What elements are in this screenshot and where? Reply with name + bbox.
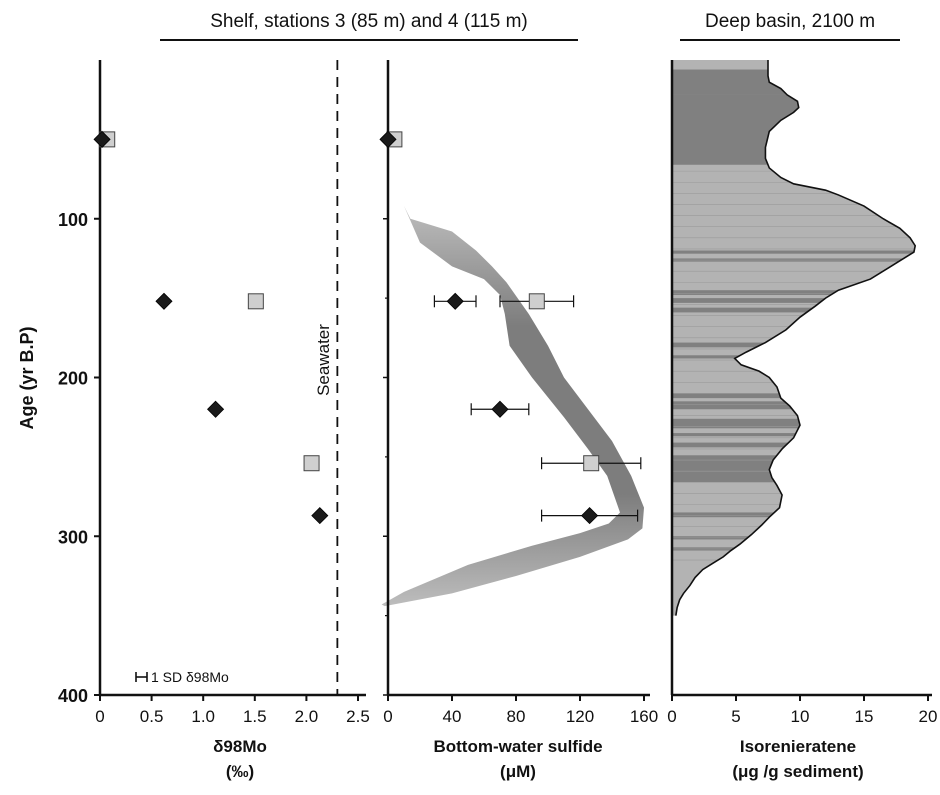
data-point-diamond xyxy=(491,400,509,418)
data-point-diamond xyxy=(155,292,173,310)
seawater-label: Seawater xyxy=(314,324,333,396)
isorenieratene-dark-band xyxy=(672,342,916,348)
x-axis-label-isorenieratene-unit: (μg /g sediment) xyxy=(732,762,863,781)
data-point-square xyxy=(528,293,545,310)
panel-header-deep: Deep basin, 2100 m xyxy=(705,11,875,32)
x-tick-label-isorenieratene: 15 xyxy=(855,707,874,726)
x-axis-label-mo-unit: (‰) xyxy=(226,762,254,781)
x-tick-label-mo: 1.0 xyxy=(191,707,215,726)
data-point-diamond xyxy=(446,292,464,310)
x-tick-label-isorenieratene: 10 xyxy=(791,707,810,726)
x-tick-label-isorenieratene: 0 xyxy=(667,707,676,726)
y-tick-label: 200 xyxy=(58,369,88,389)
x-tick-label-mo: 1.5 xyxy=(243,707,267,726)
x-tick-label-isorenieratene: 5 xyxy=(731,707,740,726)
x-tick-label-sulfide: 120 xyxy=(566,707,594,726)
x-tick-label-mo: 0.5 xyxy=(140,707,164,726)
y-axis-label: Age (yr B.P) xyxy=(17,326,37,429)
y-tick-label: 100 xyxy=(58,210,88,230)
data-point-diamond xyxy=(581,507,599,525)
data-point-square xyxy=(247,293,264,310)
isorenieratene-dark-band xyxy=(672,393,916,399)
data-point-square xyxy=(583,455,600,472)
x-tick-label-sulfide: 80 xyxy=(507,707,526,726)
isorenieratene-area xyxy=(672,60,916,616)
y-tick-label: 400 xyxy=(58,686,88,706)
x-axis-label-mo-main: δ98Mo xyxy=(213,737,267,756)
sulfide-envelope xyxy=(381,206,644,607)
isorenieratene-dark-band xyxy=(672,307,916,313)
x-tick-label-mo: 2.0 xyxy=(295,707,319,726)
isorenieratene-dark-band xyxy=(672,290,916,295)
data-point-diamond xyxy=(207,400,225,418)
isorenieratene-dark-band xyxy=(672,418,916,429)
data-point-square xyxy=(303,455,320,472)
x-axis-label-mo: δ98Mo xyxy=(213,737,267,756)
isorenieratene-profile-line xyxy=(675,60,917,616)
isorenieratene-dark-band xyxy=(672,250,916,254)
isorenieratene-dark-band xyxy=(672,298,916,303)
data-point-diamond xyxy=(311,507,329,525)
isorenieratene-dark-band xyxy=(672,94,916,165)
panel-header-shelf: Shelf, stations 3 (85 m) and 4 (115 m) xyxy=(210,11,528,32)
isorenieratene-dark-band xyxy=(672,401,916,410)
x-tick-label-mo: 0 xyxy=(95,707,104,726)
x-axis-label-isorenieratene: Isorenieratene xyxy=(740,737,856,756)
isorenieratene-dark-band xyxy=(672,69,916,95)
sd-note: 1 SD δ98Mo xyxy=(151,669,229,685)
x-tick-label-sulfide: 160 xyxy=(630,707,658,726)
panel-mo-isotope: 100 200 300 400 0 0.5 1.0 1.5 2.0 2.5 xyxy=(58,60,370,726)
isorenieratene-dark-band xyxy=(672,355,916,359)
x-axis-label-sulfide: Bottom-water sulfide xyxy=(433,737,602,756)
x-tick-label-sulfide: 40 xyxy=(443,707,462,726)
panel-sulfide: 0 40 80 120 160 xyxy=(379,60,658,726)
isorenieratene-dark-band xyxy=(672,442,916,448)
x-tick-label-mo: 2.5 xyxy=(346,707,370,726)
panel-isorenieratene: 0 5 10 15 20 xyxy=(667,60,938,726)
y-tick-label: 300 xyxy=(58,527,88,547)
x-tick-label-isorenieratene: 20 xyxy=(919,707,938,726)
data-point-diamond xyxy=(93,130,111,148)
isorenieratene-dark-band xyxy=(672,512,916,518)
data-point-diamond xyxy=(379,130,397,148)
x-axis-label-sulfide-unit: (μM) xyxy=(500,762,536,781)
isorenieratene-dark-band xyxy=(672,455,916,483)
x-tick-label-sulfide: 0 xyxy=(383,707,392,726)
isorenieratene-dark-band xyxy=(672,433,916,437)
